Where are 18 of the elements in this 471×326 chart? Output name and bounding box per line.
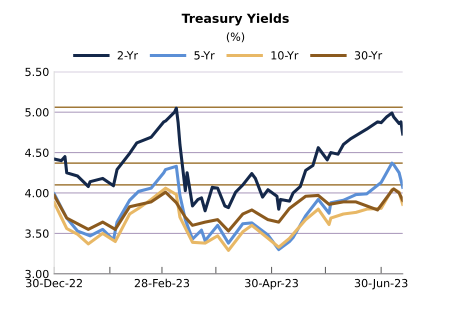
legend-label: 10-Yr <box>271 51 298 60</box>
y-tick-label: 3.00 <box>25 270 49 278</box>
chart-subtitle: (%) <box>226 32 244 42</box>
legend-label: 30-Yr <box>354 51 382 60</box>
chart-title: Treasury Yields <box>182 13 289 26</box>
legend-label: 2-Yr <box>118 51 138 60</box>
x-tick-label: 30-Jun-23 <box>354 278 408 290</box>
legend-label: 5-Yr <box>194 51 215 60</box>
line-series <box>54 187 403 233</box>
y-tick-label: 4.50 <box>25 148 49 157</box>
x-tick-label: 28-Feb-23 <box>134 278 190 288</box>
y-tick-label: 5.00 <box>25 108 49 117</box>
x-tick-label: 30-Dec-22 <box>26 278 82 288</box>
y-tick-label: 4.00 <box>25 188 49 198</box>
x-tick-label: 30-Apr-23 <box>245 278 298 290</box>
line-series <box>54 106 403 212</box>
y-tick-label: 5.50 <box>25 68 49 76</box>
y-tick-label: 3.50 <box>25 229 49 238</box>
